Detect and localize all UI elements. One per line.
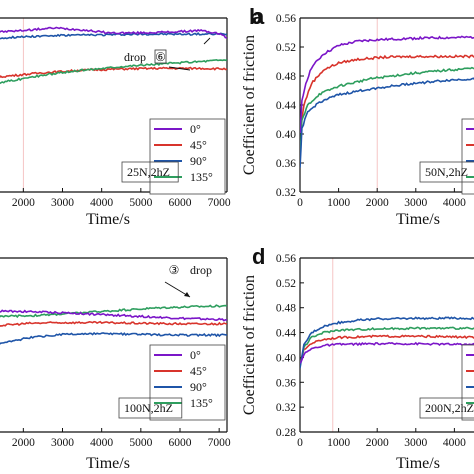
x-tick-label: 2000 bbox=[12, 437, 35, 449]
x-tick-label: 3000 bbox=[404, 437, 427, 449]
condition-label: 200N,2hZ bbox=[425, 401, 474, 415]
y-tick-label: 0.48 bbox=[276, 71, 296, 83]
series-line-135° bbox=[0, 58, 227, 85]
x-tick-label: 7000 bbox=[208, 437, 231, 449]
annotation-pointer bbox=[203, 37, 211, 45]
legend: 0°45°90°135° bbox=[461, 344, 474, 421]
x-tick-label: 2000 bbox=[12, 197, 35, 209]
x-tick-label: 4000 bbox=[443, 197, 466, 209]
y-tick-label: 0.40 bbox=[276, 129, 296, 141]
y-tick-label: 0.28 bbox=[276, 427, 296, 439]
annotation-marker: ③ bbox=[169, 263, 180, 277]
x-tick-label: 0 bbox=[297, 437, 303, 449]
series-line-0° bbox=[0, 26, 227, 39]
legend: 0° 45° 90° 135° bbox=[149, 118, 226, 195]
x-tick-label: 6000 bbox=[169, 437, 192, 449]
x-axis-label: Time/s bbox=[86, 455, 130, 472]
x-tick-label: 4000 bbox=[443, 437, 466, 449]
condition-box bbox=[419, 161, 474, 183]
legend-box bbox=[149, 344, 226, 421]
x-tick-label: 2000 bbox=[366, 197, 389, 209]
legend-box bbox=[461, 118, 474, 195]
y-tick-label: 0.32 bbox=[276, 187, 296, 199]
legend-label: 90° bbox=[190, 154, 207, 168]
x-tick-label: 3000 bbox=[51, 197, 74, 209]
annotation-arrowhead bbox=[184, 292, 190, 297]
x-tick-label: 7000 bbox=[208, 197, 231, 209]
y-tick-label: 0.56 bbox=[276, 13, 296, 25]
x-axis-label: Time/s bbox=[396, 211, 440, 228]
panel-letter: b bbox=[249, 4, 262, 29]
condition-box bbox=[118, 397, 183, 419]
annotation-arrow bbox=[168, 66, 191, 71]
series-line-45° bbox=[0, 66, 227, 79]
y-tick-label: 0.56 bbox=[276, 253, 296, 265]
legend-box bbox=[149, 118, 226, 195]
legend-label: 135° bbox=[190, 170, 213, 184]
y-tick-label: 0.36 bbox=[276, 377, 296, 389]
legend-label: 135° bbox=[190, 396, 213, 410]
legend: 0°45°90°135° bbox=[461, 118, 474, 195]
legend: 0° 45° 90° 135° bbox=[149, 344, 226, 421]
x-tick-label: 1000 bbox=[327, 197, 350, 209]
y-tick-label: 0.52 bbox=[276, 278, 296, 290]
y-axis-label: Coefficient of friction bbox=[241, 275, 258, 415]
annotation-marker-box bbox=[154, 49, 167, 64]
y-tick-label: 0.40 bbox=[276, 352, 296, 364]
panel-b: 0 1000 2000 3000 4000 0.32 0.36 0.40 0.44 0.48 0.5… bbox=[241, 4, 474, 228]
y-axis-label: Coefficient of friction bbox=[241, 35, 258, 175]
y-tick-label: 0.44 bbox=[276, 328, 296, 340]
legend-label: 90° bbox=[190, 380, 207, 394]
panel-a: 2000 3000 4000 5000 6000 7000 Time/s a 0° 45° 90° 1… bbox=[0, 4, 265, 228]
series-line-90° bbox=[0, 32, 227, 40]
legend-label: 45° bbox=[190, 138, 207, 152]
legend-label: 0° bbox=[190, 122, 201, 136]
annotation-marker: ⑥ bbox=[155, 50, 166, 64]
condition-label: 50N,2hZ bbox=[425, 165, 468, 179]
y-tick-label: 0.44 bbox=[276, 100, 296, 112]
legend-label: 45° bbox=[190, 364, 207, 378]
x-tick-label: 5000 bbox=[129, 437, 152, 449]
annotation-text: drop bbox=[124, 50, 146, 64]
y-tick-label: 0.36 bbox=[276, 158, 296, 170]
series-line-0° bbox=[0, 309, 227, 322]
condition-label: 25N,2hZ bbox=[127, 165, 170, 179]
panel-d: 0 1000 2000 3000 4000 0.28 0.32 0.36 0.40 0.44 0.4… bbox=[241, 244, 474, 472]
x-tick-label: 4000 bbox=[90, 437, 113, 449]
panel-letter: d bbox=[252, 244, 265, 269]
series-line-45° bbox=[0, 320, 227, 327]
x-axis-label: Time/s bbox=[86, 211, 130, 228]
series-line-90° bbox=[300, 316, 474, 369]
panel-c: 2000 3000 4000 5000 6000 7000 Time/s 0° 45° 90° 13… bbox=[0, 257, 231, 472]
series-line-45° bbox=[300, 54, 474, 131]
x-tick-label: 3000 bbox=[404, 197, 427, 209]
x-tick-label: 0 bbox=[297, 197, 303, 209]
y-tick-label: 0.52 bbox=[276, 42, 296, 54]
x-tick-label: 5000 bbox=[129, 197, 152, 209]
annotation-text: drop bbox=[190, 263, 212, 277]
series-line-90° bbox=[0, 331, 227, 345]
condition-label: 100N,2hZ bbox=[124, 401, 173, 415]
x-tick-label: 1000 bbox=[327, 437, 350, 449]
condition-box bbox=[121, 161, 179, 183]
series-line-135° bbox=[300, 326, 474, 367]
x-tick-label: 2000 bbox=[366, 437, 389, 449]
y-tick-label: 0.48 bbox=[276, 303, 296, 315]
condition-box bbox=[419, 397, 474, 419]
series-line-45° bbox=[300, 334, 474, 365]
series-line-0° bbox=[300, 341, 474, 364]
series-line-135° bbox=[300, 66, 474, 156]
x-axis-label: Time/s bbox=[396, 455, 440, 472]
x-tick-label: 3000 bbox=[51, 437, 74, 449]
y-tick-label: 0.32 bbox=[276, 402, 296, 414]
series-line-0° bbox=[300, 35, 474, 134]
legend-label: 0° bbox=[190, 348, 201, 362]
series-line-135° bbox=[0, 304, 227, 319]
x-tick-label: 4000 bbox=[90, 197, 113, 209]
x-tick-label: 6000 bbox=[169, 197, 192, 209]
panel-letter: a bbox=[252, 4, 265, 29]
legend-box bbox=[461, 344, 474, 421]
series-line-90° bbox=[300, 77, 474, 168]
